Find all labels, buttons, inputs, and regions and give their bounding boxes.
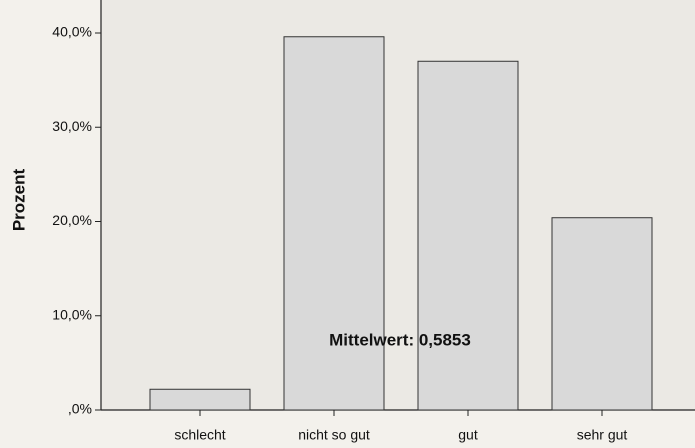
y-axis-label: Prozent xyxy=(9,168,28,231)
y-tick-label: 20,0% xyxy=(52,212,92,228)
y-tick-label: 10,0% xyxy=(52,306,92,322)
bar xyxy=(283,36,385,411)
x-tick-label: sehr gut xyxy=(577,427,628,443)
y-tick-label: 40,0% xyxy=(52,24,92,40)
y-tick-label: ,0% xyxy=(68,401,92,417)
bar xyxy=(417,60,519,411)
bar xyxy=(149,388,251,411)
x-tick-label: schlecht xyxy=(174,427,225,443)
x-tick-label: nicht so gut xyxy=(298,427,370,443)
x-tick-label: gut xyxy=(458,427,478,443)
y-tick-label: 30,0% xyxy=(52,118,92,134)
annotation: Mittelwert: 0,5853 xyxy=(329,330,471,349)
bar xyxy=(551,217,653,411)
